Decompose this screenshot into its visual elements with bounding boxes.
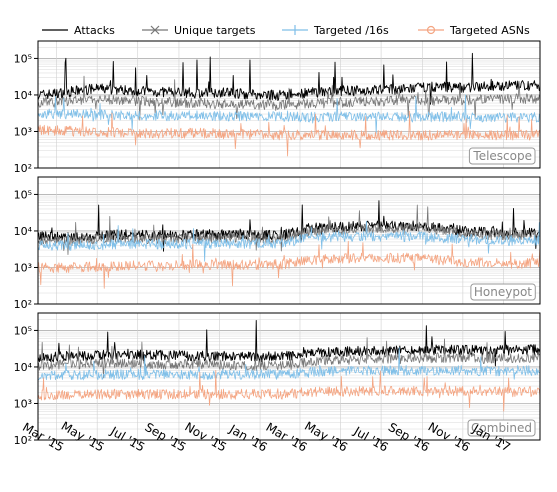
x-tick-label: Sep '15 [142, 420, 188, 455]
x-tick-label: May '15 [59, 419, 107, 455]
series-line-unique-targets [37, 204, 541, 256]
panel-label: Combined [471, 421, 532, 435]
series-line-targeted-16s [37, 220, 541, 262]
series-line-targeted-asns [37, 240, 541, 289]
y-tick-label: 10⁵ [14, 52, 32, 65]
x-tick-label: Nov '16 [426, 420, 473, 455]
legend-label: Targeted /16s [313, 24, 389, 37]
plot-frame [37, 312, 541, 441]
x-tick-label: Jan '16 [226, 422, 269, 455]
y-tick-label: 10³ [14, 125, 32, 138]
series-line-targeted-16s [37, 347, 541, 381]
x-tick-label: Nov '15 [182, 420, 229, 455]
legend-marker-x [150, 25, 160, 35]
y-tick-label: 10² [14, 298, 32, 311]
series-line-unique-targets [37, 75, 541, 121]
x-tick-label: Sep '16 [386, 420, 432, 455]
panel-label: Telescope [472, 149, 532, 163]
x-tick-label: Mar '16 [263, 420, 309, 455]
series-line-targeted-asns [37, 110, 541, 157]
legend-label: Targeted ASNs [449, 24, 530, 37]
panel-label-box [470, 283, 536, 301]
x-tick-label: May '16 [302, 419, 350, 455]
y-tick-label: 10⁴ [14, 89, 33, 102]
y-tick-label: 10⁵ [14, 188, 32, 201]
series-line-attacks [37, 200, 541, 252]
legend-label: Unique targets [174, 24, 256, 37]
panel-label-box [467, 419, 536, 437]
y-tick-label: 10⁴ [14, 225, 33, 238]
y-tick-label: 10⁵ [14, 324, 32, 337]
y-tick-label: 10³ [14, 397, 32, 410]
y-tick-label: 10³ [14, 261, 32, 274]
series-line-unique-targets [37, 337, 541, 379]
y-tick-label: 10² [14, 162, 32, 175]
y-tick-label: 10⁴ [14, 361, 33, 374]
legend-marker-circle [426, 25, 436, 35]
plot-frame [37, 40, 541, 169]
panel-label-box [468, 147, 536, 165]
series-line-targeted-asns [37, 370, 541, 412]
plot-frame [37, 176, 541, 305]
series-line-attacks [37, 320, 541, 367]
x-tick-label: Jul '15 [107, 424, 147, 455]
series-line-targeted-16s [37, 94, 541, 134]
y-tick-label: 10² [14, 434, 32, 447]
x-tick-label: Jul '16 [351, 424, 391, 455]
panel-label: Honeypot [474, 285, 532, 299]
legend-label: Attacks [74, 24, 115, 37]
